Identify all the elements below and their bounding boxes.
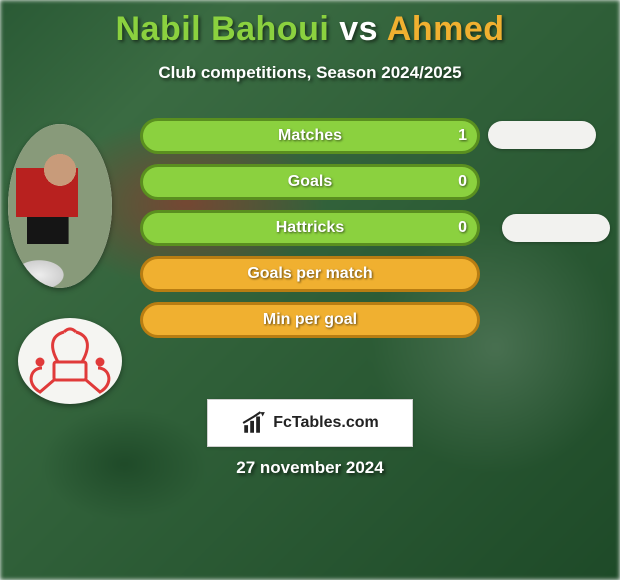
player1-club-badge [18, 318, 122, 404]
stat-row-gpm: Goals per match [140, 256, 480, 292]
stat-label: Matches [278, 127, 342, 145]
stat-row-goals: Goals 0 [140, 164, 480, 200]
stat-row-hattricks: Hattricks 0 [140, 210, 480, 246]
stat-bar: Min per goal [140, 302, 480, 338]
stat-label: Min per goal [263, 311, 357, 329]
trophy-icon [18, 318, 122, 404]
stat-pill-p2 [502, 214, 610, 242]
stat-value-p1: 0 [458, 213, 467, 243]
stat-label: Goals [288, 173, 332, 191]
stat-value-p1: 0 [458, 167, 467, 197]
footer-date: 27 november 2024 [0, 458, 620, 478]
stat-pill-p2 [488, 121, 596, 149]
stat-row-mpg: Min per goal [140, 302, 480, 338]
stat-bar: Goals 0 [140, 164, 480, 200]
stat-bar: Matches 1 [140, 118, 480, 154]
stat-label: Goals per match [247, 265, 372, 283]
stats-bars: Matches 1 Goals 0 Hattricks 0 Goals per … [140, 118, 480, 348]
title-vs: vs [339, 10, 378, 48]
stat-row-matches: Matches 1 [140, 118, 480, 154]
title-player1: Nabil Bahoui [116, 10, 330, 48]
player1-photo [8, 124, 112, 288]
subtitle: Club competitions, Season 2024/2025 [0, 63, 620, 83]
title-player2: Ahmed [387, 10, 505, 48]
site-logo: FcTables.com [207, 399, 413, 447]
stat-value-p1: 1 [458, 121, 467, 151]
page-title: Nabil Bahoui vs Ahmed [0, 0, 620, 49]
player1-avatar [8, 124, 112, 288]
logo-text: FcTables.com [273, 414, 379, 432]
chart-icon [241, 410, 267, 436]
stat-label: Hattricks [276, 219, 344, 237]
content-root: Nabil Bahoui vs Ahmed Club competitions,… [0, 0, 620, 580]
stat-bar: Hattricks 0 [140, 210, 480, 246]
stat-bar: Goals per match [140, 256, 480, 292]
